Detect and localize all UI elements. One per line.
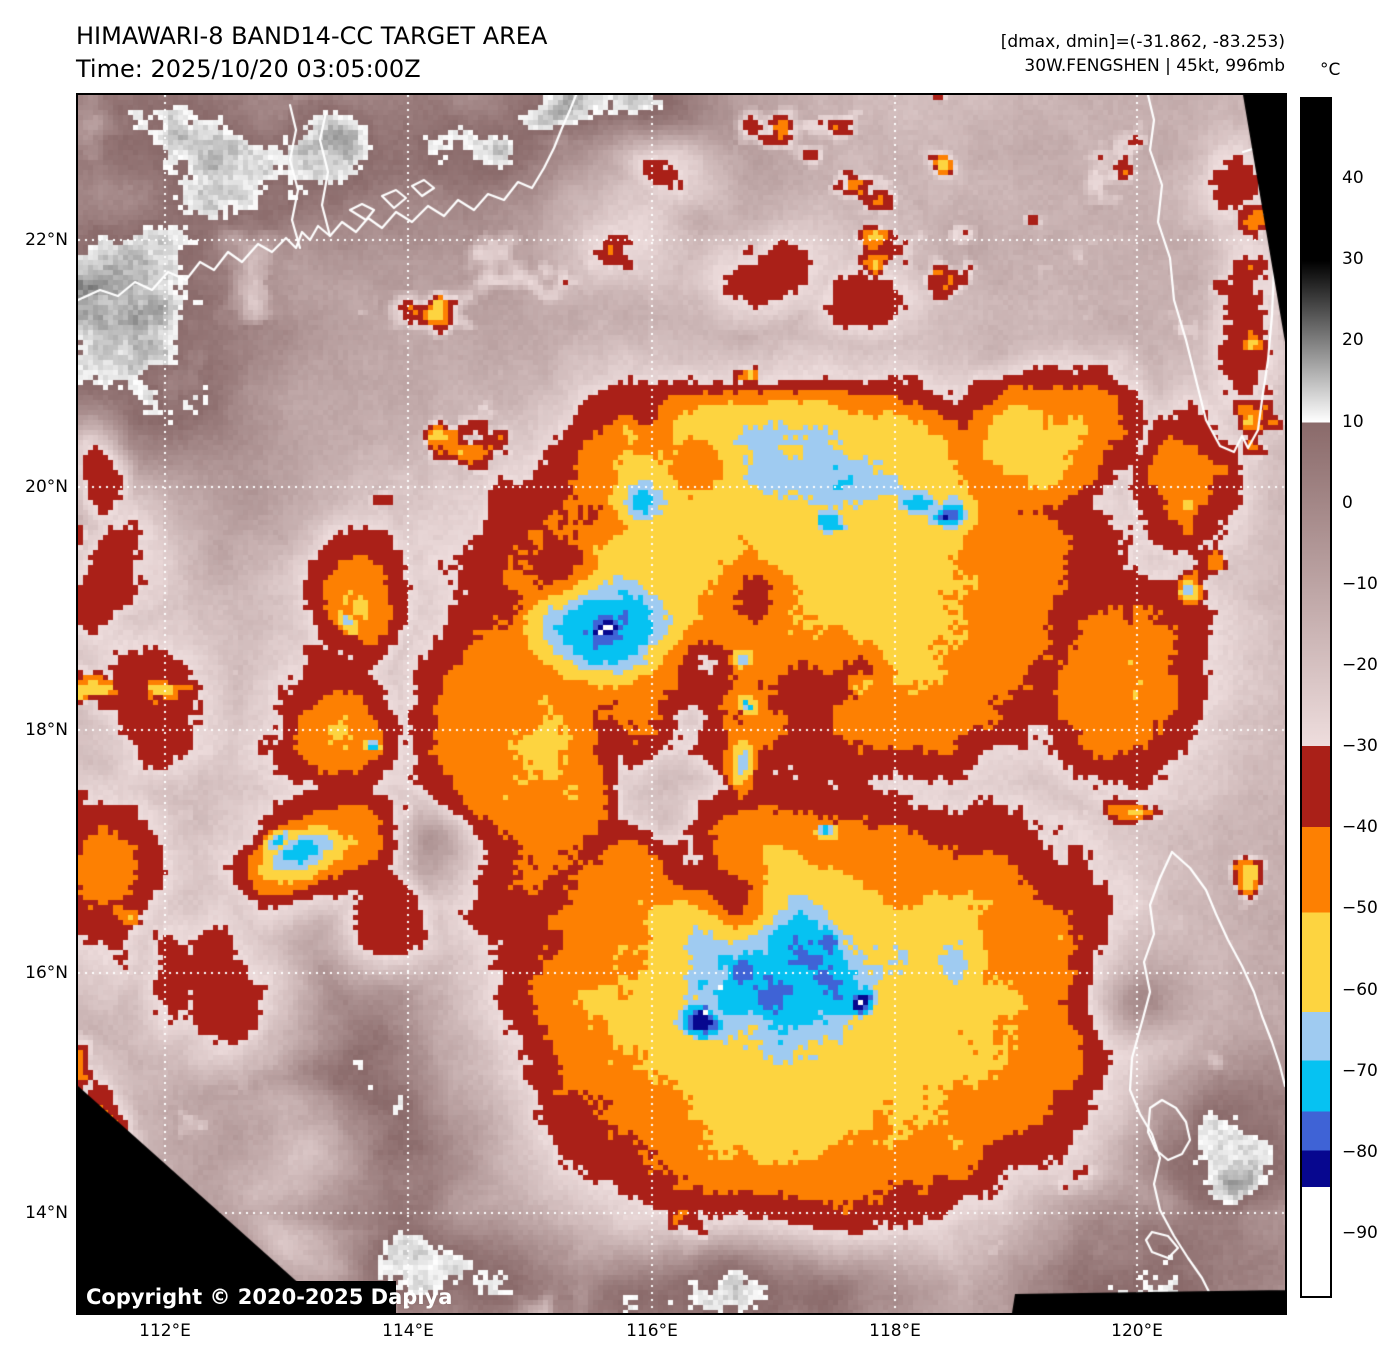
storm-metadata: [dmax, dmin]=(-31.862, -83.253) 30W.FENGS… (1001, 30, 1285, 78)
colorbar-tick-label: 30 (1342, 249, 1364, 270)
storm-intensity-readout: 30W.FENGSHEN | 45kt, 996mb (1024, 56, 1285, 76)
satellite-map-canvas (78, 95, 1285, 1313)
x-axis-label: 118°E (869, 1321, 921, 1341)
x-axis-label: 112°E (139, 1321, 191, 1341)
colorbar-tick-label: −10 (1342, 573, 1378, 594)
y-axis-label: 20°N (25, 477, 68, 497)
colorbar-tick-label: 10 (1342, 411, 1364, 432)
y-axis-label: 14°N (25, 1203, 68, 1223)
colorbar-tick-label: −50 (1342, 898, 1378, 919)
colorbar-tick-label: −70 (1342, 1060, 1378, 1081)
colorbar-unit-label: °C (1320, 60, 1341, 80)
copyright-bar: Copyright © 2020-2025 Dapiya (78, 1281, 452, 1313)
colorbar-tick-label: 0 (1342, 492, 1353, 513)
colorbar-tick-label: −60 (1342, 979, 1378, 1000)
colorbar-tick-label: −30 (1342, 736, 1378, 757)
colorbar-tick-label: 40 (1342, 168, 1364, 189)
y-axis-label: 22°N (25, 230, 68, 250)
colorbar-tick-label: −20 (1342, 655, 1378, 676)
colorbar (1300, 97, 1332, 1298)
colorbar-tick-label: −40 (1342, 817, 1378, 838)
colorbar-tick-label: −90 (1342, 1223, 1378, 1244)
satellite-map-frame: Copyright © 2020-2025 Dapiya (76, 93, 1287, 1315)
x-axis-label: 114°E (382, 1321, 434, 1341)
page-title: HIMAWARI-8 BAND14-CC TARGET AREA Time: 20… (76, 20, 547, 86)
title-line-1: HIMAWARI-8 BAND14-CC TARGET AREA (76, 22, 548, 50)
dmax-dmin-readout: [dmax, dmin]=(-31.862, -83.253) (1000, 32, 1285, 52)
y-axis-label: 18°N (25, 720, 68, 740)
title-line-2: Time: 2025/10/20 03:05:00Z (76, 55, 421, 83)
colorbar-tick-label: 20 (1342, 330, 1364, 351)
x-axis-label: 116°E (626, 1321, 678, 1341)
x-axis-label: 120°E (1111, 1321, 1163, 1341)
colorbar-tick-label: −80 (1342, 1141, 1378, 1162)
y-axis-label: 16°N (25, 963, 68, 983)
